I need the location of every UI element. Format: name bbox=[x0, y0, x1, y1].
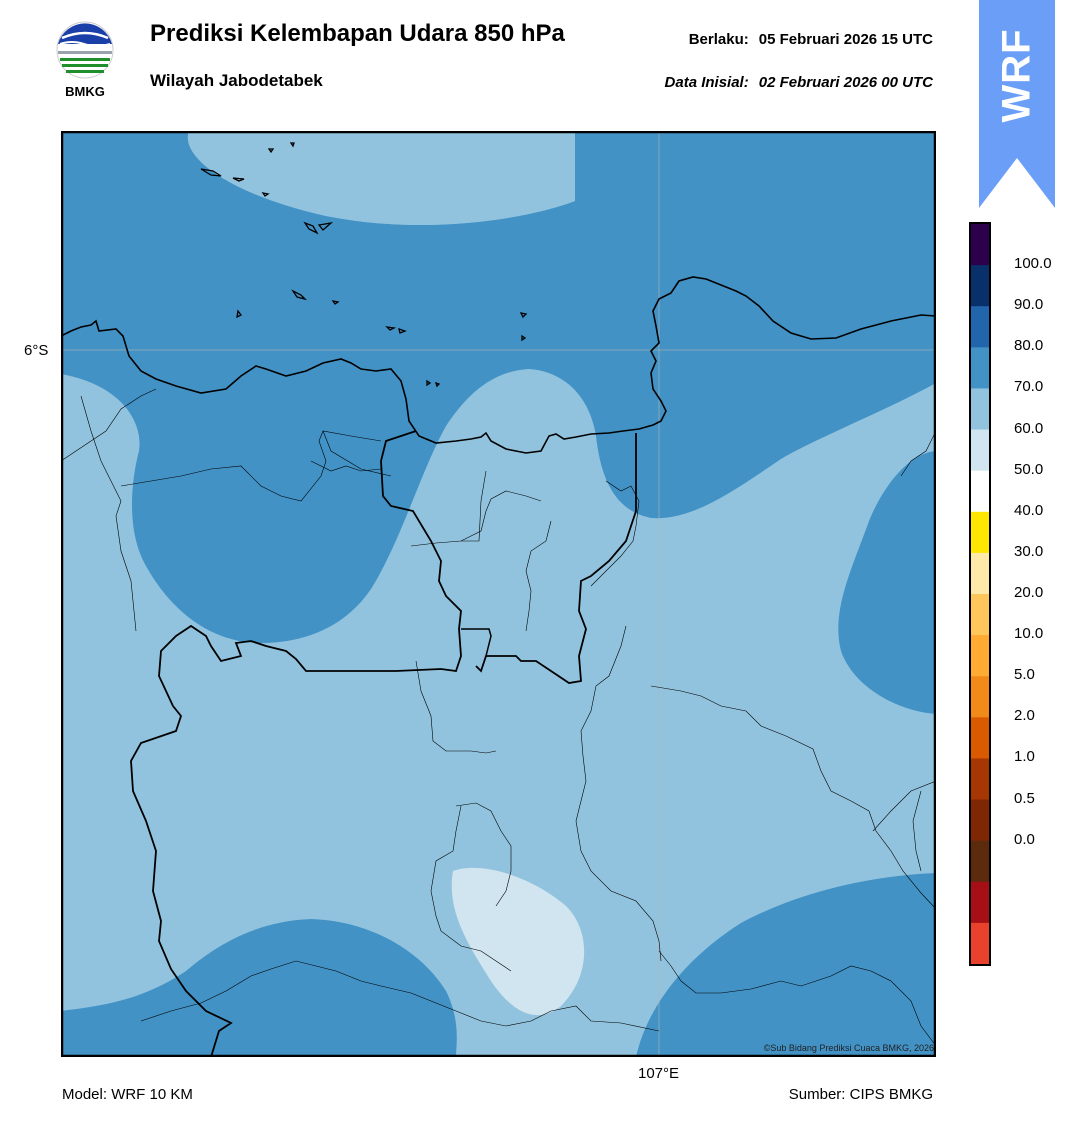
lat-label-6s: 6°S bbox=[24, 342, 49, 359]
colorbar-label: 40.0 bbox=[1014, 501, 1044, 519]
colorbar-label: 20.0 bbox=[1014, 584, 1044, 601]
bmkg-logo-icon bbox=[56, 21, 114, 79]
map-copyright: ©Sub Bidang Prediksi Cuaca BMKG, 2026 bbox=[763, 1043, 934, 1053]
colorbar-label: 0.0 bbox=[1014, 830, 1035, 848]
page-title: Prediksi Kelembapan Udara 850 hPa bbox=[150, 20, 565, 47]
model-info: Model: WRF 10 KM bbox=[62, 1086, 193, 1103]
humidity-map bbox=[61, 131, 936, 1057]
regency-borders bbox=[61, 388, 936, 1047]
colorbar-segment bbox=[971, 676, 989, 718]
band-70-80-north bbox=[61, 131, 936, 643]
province-border bbox=[130, 430, 462, 1057]
valid-time-value: 05 Februari 2026 15 UTC bbox=[758, 31, 933, 48]
colorbar-segment bbox=[971, 224, 989, 266]
colorbar-segment bbox=[971, 840, 989, 883]
colorbar-segment bbox=[971, 306, 989, 348]
bmkg-logo-text: BMKG bbox=[65, 84, 105, 99]
wrf-badge-shape bbox=[979, 0, 1055, 208]
colorbar-segment bbox=[971, 265, 989, 307]
province-border-east bbox=[475, 433, 637, 684]
colorbar-label: 70.0 bbox=[1014, 378, 1044, 396]
init-time-label: Data Inisial: bbox=[664, 74, 749, 91]
colorbar-segment bbox=[971, 347, 989, 389]
lon-label-107e: 107°E bbox=[638, 1065, 680, 1082]
source-info: Sumber: CIPS BMKG bbox=[788, 1086, 933, 1103]
valid-time-label: Berlaku: bbox=[688, 31, 749, 48]
colorbar-label: 90.0 bbox=[1014, 296, 1044, 314]
band-70-80-southwest bbox=[61, 919, 457, 1057]
band-70-80-east bbox=[838, 451, 936, 714]
valid-time: Berlaku: 05 Februari 2026 15 UTC bbox=[689, 31, 933, 48]
page-subtitle: Wilayah Jabodetabek bbox=[150, 71, 323, 90]
colorbar-label: 0.5 bbox=[1014, 789, 1035, 807]
colorbar bbox=[969, 222, 991, 966]
islands bbox=[200, 142, 528, 388]
colorbar-segment bbox=[971, 922, 989, 965]
wrf-badge bbox=[979, 0, 1055, 208]
band-70-80-southeast bbox=[636, 873, 936, 1057]
band-50-60-patch bbox=[451, 867, 585, 1016]
wrf-badge-label: WRF bbox=[994, 27, 1039, 123]
colorbar-label: 1.0 bbox=[1014, 748, 1035, 766]
colorbar-segment bbox=[971, 799, 989, 842]
colorbar-segment bbox=[971, 429, 989, 472]
wrf-badge-label-wrap: WRF bbox=[979, 0, 1055, 150]
colorbar-label: 80.0 bbox=[1014, 337, 1044, 355]
colorbar-segment bbox=[971, 594, 989, 636]
colorbar-label: 60.0 bbox=[1014, 419, 1044, 437]
colorbar-label: 30.0 bbox=[1014, 542, 1044, 560]
colorbar-segment bbox=[971, 717, 989, 759]
colorbar-segment bbox=[971, 388, 989, 431]
map-frame bbox=[61, 131, 936, 1057]
province-border-inner bbox=[461, 628, 492, 657]
colorbar-label: 10.0 bbox=[1014, 625, 1044, 643]
colorbar-label: 2.0 bbox=[1014, 707, 1035, 725]
colorbar-label: 5.0 bbox=[1014, 666, 1035, 684]
colorbar-segment bbox=[971, 635, 989, 677]
bmkg-logo: BMKG bbox=[52, 20, 118, 102]
init-time: Data Inisial: 02 Februari 2026 00 UTC bbox=[665, 74, 933, 91]
colorbar-label: 50.0 bbox=[1014, 460, 1044, 478]
colorbar-segment bbox=[971, 881, 989, 924]
colorbar-segment bbox=[971, 511, 989, 554]
coastline bbox=[61, 276, 936, 454]
init-time-value: 02 Februari 2026 00 UTC bbox=[758, 74, 933, 91]
colorbar-segment bbox=[971, 758, 989, 801]
colorbar-segment bbox=[971, 552, 989, 595]
band-60-70-upper-lobe bbox=[187, 131, 575, 225]
colorbar-label: 100.0 bbox=[1014, 255, 1052, 273]
colorbar-segment bbox=[971, 470, 989, 513]
